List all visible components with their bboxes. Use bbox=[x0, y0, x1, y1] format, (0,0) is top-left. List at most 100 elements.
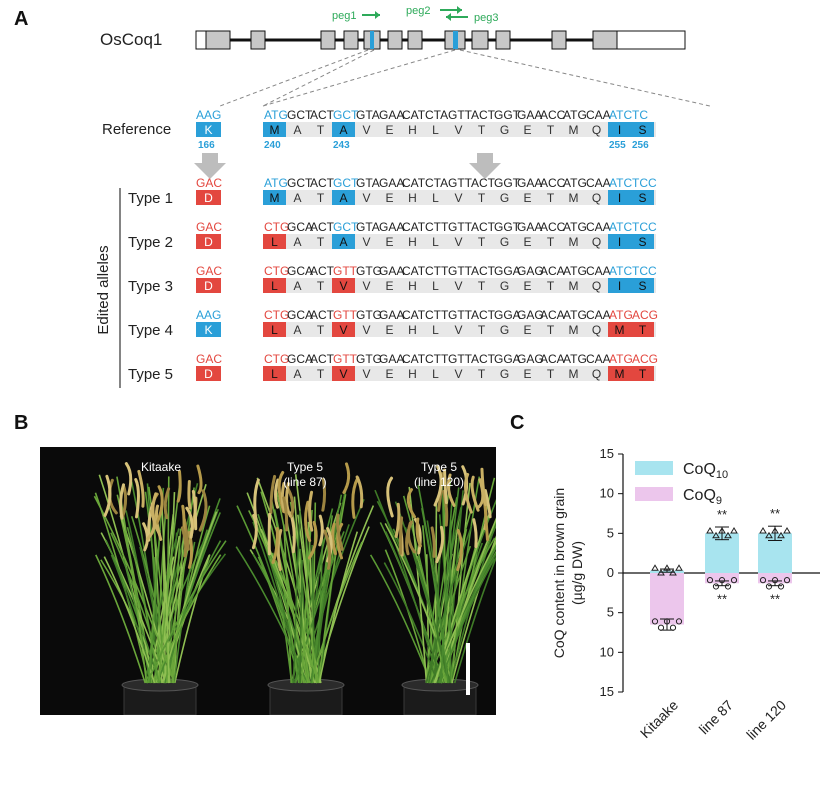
amino-acid: A bbox=[339, 235, 347, 249]
panicle bbox=[119, 483, 126, 520]
panicle bbox=[342, 462, 351, 494]
amino-acid: A bbox=[293, 191, 301, 205]
aa-box bbox=[608, 234, 631, 249]
codon: TCC bbox=[632, 176, 657, 190]
position-255: 255 bbox=[609, 140, 626, 151]
panicle bbox=[476, 478, 485, 509]
codon: GTA bbox=[356, 176, 380, 190]
amino-acid: M bbox=[270, 191, 280, 205]
amino-acid: V bbox=[362, 123, 370, 137]
leaf bbox=[425, 525, 473, 684]
y-label-line1: CoQ content in brown grain bbox=[551, 488, 567, 658]
amino-acid: T bbox=[317, 323, 325, 337]
amino-acid: L bbox=[432, 191, 439, 205]
codon: GTT bbox=[333, 308, 358, 322]
amino-acid: T bbox=[547, 123, 555, 137]
amino-acid: I bbox=[618, 235, 621, 249]
codon: GCA bbox=[287, 220, 313, 234]
y-tick-label: 15 bbox=[600, 684, 614, 699]
exon bbox=[592, 30, 618, 50]
gene-name: OsCoq1 bbox=[100, 30, 162, 49]
panicle bbox=[351, 476, 360, 519]
amino-acid: T bbox=[639, 323, 647, 337]
zoom-lines bbox=[219, 49, 711, 107]
amino-acid: V bbox=[339, 323, 347, 337]
codon: ACT bbox=[471, 308, 496, 322]
codon: ATC bbox=[609, 264, 632, 278]
amino-acid: M bbox=[569, 123, 579, 137]
type-label: Type 3 bbox=[128, 278, 173, 295]
panicle bbox=[304, 500, 312, 543]
amino-acid: L bbox=[432, 323, 439, 337]
codon: GCT bbox=[333, 220, 359, 234]
leaf bbox=[269, 558, 320, 684]
leaf bbox=[171, 487, 195, 684]
amino-acid: M bbox=[270, 123, 280, 137]
amino-acid: L bbox=[271, 235, 278, 249]
codon: CTG bbox=[264, 352, 289, 366]
leaf bbox=[440, 503, 453, 684]
exon bbox=[495, 30, 511, 50]
codon: ACC bbox=[540, 220, 566, 234]
amino-acid: H bbox=[408, 235, 417, 249]
leaf bbox=[311, 502, 317, 684]
y-tick-label: 10 bbox=[600, 644, 614, 659]
amino-acid: S bbox=[638, 123, 646, 137]
panicle bbox=[180, 526, 188, 558]
panicle bbox=[433, 465, 443, 507]
codon: CAA bbox=[586, 352, 611, 366]
photo-labels: Kitaake Type 5(line 87)Type 5(line 120) bbox=[141, 460, 464, 489]
amino-acid: V bbox=[454, 235, 462, 249]
codon: CAA bbox=[586, 308, 611, 322]
codon: CAT bbox=[402, 108, 426, 122]
amino-acid: E bbox=[385, 323, 393, 337]
type-label: Type 1 bbox=[128, 190, 173, 207]
codon: GTT bbox=[448, 308, 473, 322]
position-243: 243 bbox=[333, 140, 350, 151]
codon: GCT bbox=[287, 108, 313, 122]
legend-subscript: 9 bbox=[716, 495, 722, 507]
codon: ATC bbox=[609, 108, 632, 122]
amino-acid: L bbox=[271, 367, 278, 381]
type-label: Type 4 bbox=[128, 322, 173, 339]
amino-acid: T bbox=[547, 191, 555, 205]
down-arrow bbox=[194, 153, 226, 179]
amino-acid: T bbox=[478, 367, 486, 381]
codon: ACT bbox=[471, 264, 496, 278]
codon: ACT bbox=[471, 220, 496, 234]
data-point-coq10 bbox=[724, 531, 732, 539]
codon: GTT bbox=[448, 352, 473, 366]
codon: GCA bbox=[287, 308, 313, 322]
aa-box bbox=[608, 190, 631, 205]
leaf bbox=[317, 494, 347, 684]
aa-box bbox=[332, 322, 355, 337]
aa-box bbox=[263, 322, 286, 337]
x-tick-label-group: line 120 bbox=[743, 697, 789, 743]
legend-label-coq10: CoQ10 bbox=[683, 461, 728, 481]
codon: GTT bbox=[333, 264, 358, 278]
panicle bbox=[472, 518, 478, 549]
x-tick-label: line 120 bbox=[743, 697, 789, 743]
leaf bbox=[95, 554, 146, 684]
panicle bbox=[285, 482, 292, 518]
codon: ATC bbox=[609, 220, 632, 234]
codon: GGT bbox=[494, 176, 521, 190]
amino-acid: L bbox=[432, 367, 439, 381]
legend: CoQ10 CoQ9 bbox=[635, 461, 728, 507]
leaf bbox=[439, 545, 496, 684]
leaf bbox=[453, 555, 496, 684]
panicle bbox=[323, 529, 332, 570]
codon: CTT bbox=[425, 264, 449, 278]
amino-acid: Q bbox=[592, 123, 601, 137]
codon: GGA bbox=[494, 264, 521, 278]
panicle bbox=[430, 526, 436, 558]
aa-box bbox=[631, 122, 654, 137]
codon: CAA bbox=[586, 220, 611, 234]
down-arrows bbox=[194, 153, 501, 179]
amino-acid: T bbox=[547, 367, 555, 381]
amino-acid: Q bbox=[592, 279, 601, 293]
aa-box bbox=[263, 278, 286, 293]
amino-acid: E bbox=[385, 123, 393, 137]
leaf bbox=[149, 556, 175, 684]
amino-acid: M bbox=[569, 235, 579, 249]
